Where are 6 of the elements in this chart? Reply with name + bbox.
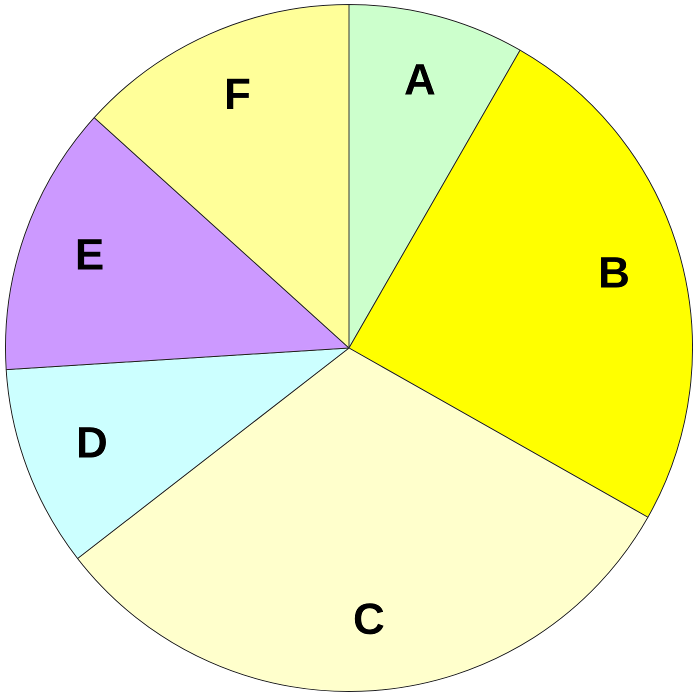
slice-label: A [404, 56, 436, 105]
slice-label: B [598, 248, 630, 298]
slice-label: E [74, 230, 104, 280]
slice-label: C [352, 595, 385, 644]
slice-label: D [76, 418, 108, 468]
slice-label: F [224, 70, 251, 119]
